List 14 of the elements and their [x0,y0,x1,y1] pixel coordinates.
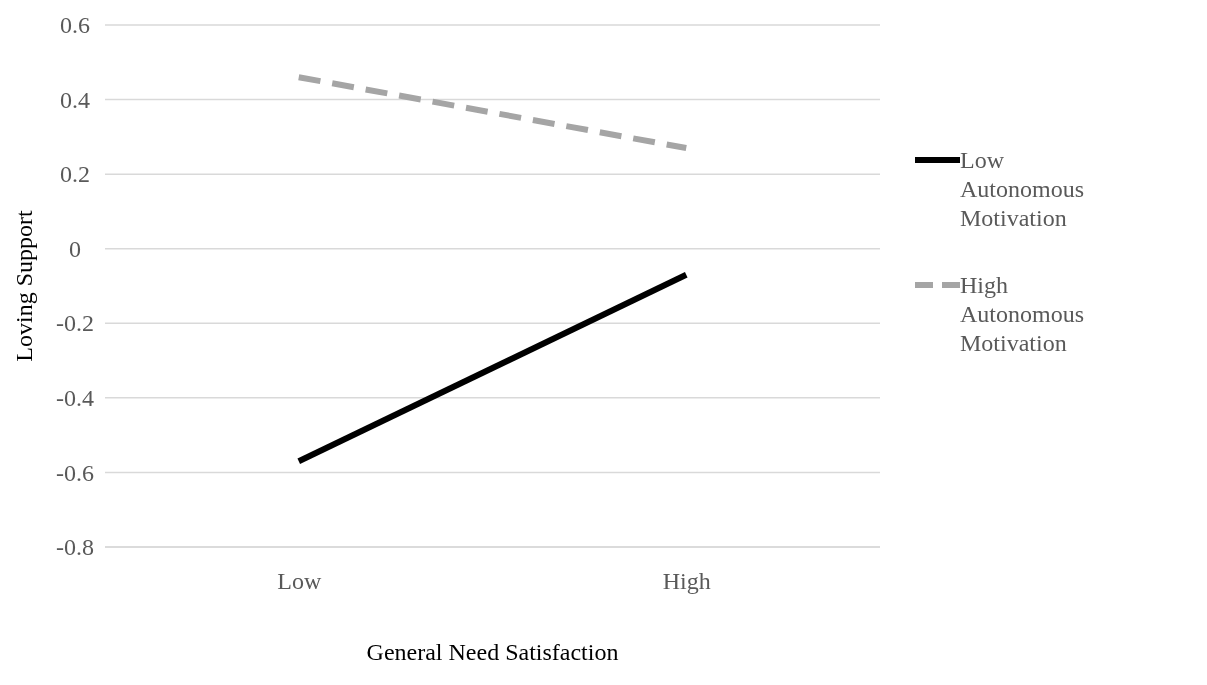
y-tick-label: 0 [69,235,81,262]
y-tick-label: -0.2 [56,310,94,337]
y-tick-label: 0.4 [60,86,90,113]
x-tick-label: High [662,568,711,595]
legend-label: Low Autonomous Motivation [960,147,1085,231]
y-tick-label: -0.8 [56,534,94,561]
x-axis-title: General Need Satisfaction [366,639,619,665]
y-tick-label: 0.6 [60,12,90,39]
y-axis-title: Loving Support [11,210,37,362]
x-tick-label: Low [277,568,322,595]
legend-label: High Autonomous Motivation [960,272,1085,356]
y-tick-label: -0.4 [56,385,94,412]
y-tick-label: -0.6 [56,459,94,486]
y-tick-label: 0.2 [60,161,90,188]
